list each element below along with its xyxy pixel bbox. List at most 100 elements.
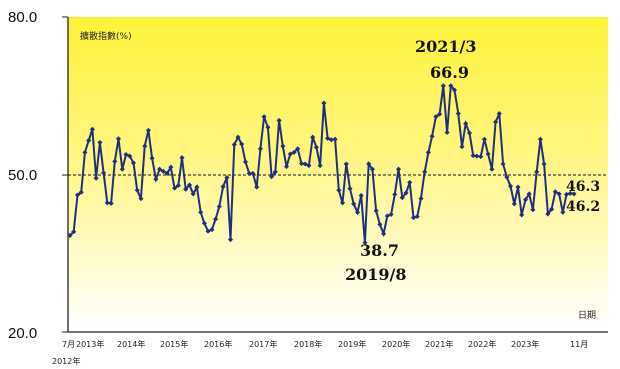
- data-point: [130, 160, 137, 166]
- data-point: [108, 200, 114, 206]
- data-point: [123, 152, 129, 158]
- data-point: [89, 126, 95, 132]
- data-point: [86, 137, 92, 143]
- data-point: [246, 170, 252, 176]
- data-point: [388, 211, 394, 217]
- data-point: [153, 176, 159, 182]
- data-point: [265, 124, 271, 130]
- x-tick-label-2013: 2013年: [76, 339, 104, 349]
- data-point: [160, 168, 166, 174]
- x-tick-label-2023: 2023年: [511, 339, 539, 349]
- data-point: [298, 160, 305, 167]
- data-point: [395, 166, 402, 172]
- data-point: [410, 215, 417, 221]
- data-point: [115, 136, 122, 142]
- data-point: [407, 179, 413, 185]
- data-point: [198, 209, 204, 215]
- data-point: [209, 227, 215, 233]
- data-point: [459, 144, 465, 150]
- trough-date-label: 2019/8: [345, 265, 407, 284]
- data-point: [164, 170, 170, 176]
- data-point: [190, 191, 196, 197]
- data-point: [313, 144, 319, 150]
- x-tick-label-2014: 2014年: [117, 339, 145, 349]
- data-point: [418, 196, 424, 202]
- data-point: [67, 232, 73, 238]
- data-point: [242, 159, 249, 165]
- data-point: [556, 191, 562, 197]
- data-point: [507, 183, 514, 189]
- end-value-label-2: 46.2: [566, 199, 600, 215]
- data-point: [227, 237, 234, 243]
- data-point: [283, 164, 290, 170]
- data-point: [466, 130, 473, 136]
- trough-value-label: 38.7: [360, 241, 399, 260]
- data-point: [205, 228, 211, 234]
- data-point: [519, 212, 525, 218]
- data-point: [567, 190, 573, 196]
- peak-value-label: 66.9: [430, 63, 469, 82]
- data-point: [534, 169, 540, 175]
- data-point: [287, 151, 293, 157]
- data-point: [526, 191, 532, 197]
- y-tick-label-80: 80.0: [8, 9, 37, 26]
- data-point: [478, 154, 484, 160]
- x-tick-label-2018: 2018年: [294, 339, 322, 349]
- data-point: [112, 158, 118, 164]
- data-point: [82, 149, 88, 155]
- data-point: [201, 220, 207, 226]
- y-tick-label-50: 50.0: [8, 167, 37, 184]
- data-point: [235, 134, 241, 140]
- data-point: [119, 166, 125, 172]
- data-point: [104, 200, 110, 206]
- data-point: [422, 169, 428, 175]
- x-tick-label-2019: 2019年: [338, 339, 366, 349]
- data-point: [157, 166, 163, 172]
- data-point: [511, 201, 517, 207]
- data-point: [186, 182, 193, 188]
- x-tick-label-2020: 2020年: [382, 339, 410, 349]
- data-point: [347, 186, 353, 192]
- data-point: [138, 196, 144, 202]
- data-point: [530, 207, 536, 213]
- data-point: [384, 213, 390, 219]
- data-point: [168, 164, 174, 170]
- data-point: [463, 121, 469, 127]
- data-point: [231, 142, 237, 148]
- data-point: [149, 155, 155, 161]
- data-point: [179, 155, 185, 161]
- x-tick-label-start: 7月: [62, 340, 75, 349]
- data-point: [481, 136, 487, 142]
- end-value-label-1: 46.3: [566, 179, 600, 195]
- data-point: [336, 187, 342, 193]
- data-point: [220, 184, 226, 190]
- data-point: [339, 200, 346, 206]
- x-tick-label-end: 11月: [570, 340, 588, 349]
- data-point: [354, 209, 361, 215]
- y-axis-label: 擴散指數(%): [80, 30, 132, 42]
- data-point: [134, 187, 140, 193]
- data-point: [362, 240, 368, 246]
- data-point: [183, 186, 189, 192]
- data-point: [97, 139, 103, 146]
- data-point: [563, 191, 570, 197]
- x-tick-sub-label: 2012年: [52, 356, 80, 366]
- data-point: [101, 170, 107, 176]
- data-point: [571, 191, 577, 197]
- data-point: [194, 184, 200, 190]
- data-point: [437, 111, 443, 117]
- data-point: [74, 192, 81, 198]
- x-tick-label-2017: 2017年: [249, 339, 277, 349]
- data-point: [369, 166, 375, 172]
- data-point: [399, 195, 405, 201]
- data-point: [239, 141, 245, 147]
- data-point: [257, 146, 263, 152]
- data-point: [343, 161, 349, 167]
- data-point: [504, 174, 510, 180]
- y-tick-label-20: 20.0: [8, 325, 37, 342]
- data-point: [175, 182, 181, 189]
- data-point: [142, 143, 148, 149]
- data-point: [489, 166, 495, 172]
- x-axis-label: 日期: [578, 310, 596, 321]
